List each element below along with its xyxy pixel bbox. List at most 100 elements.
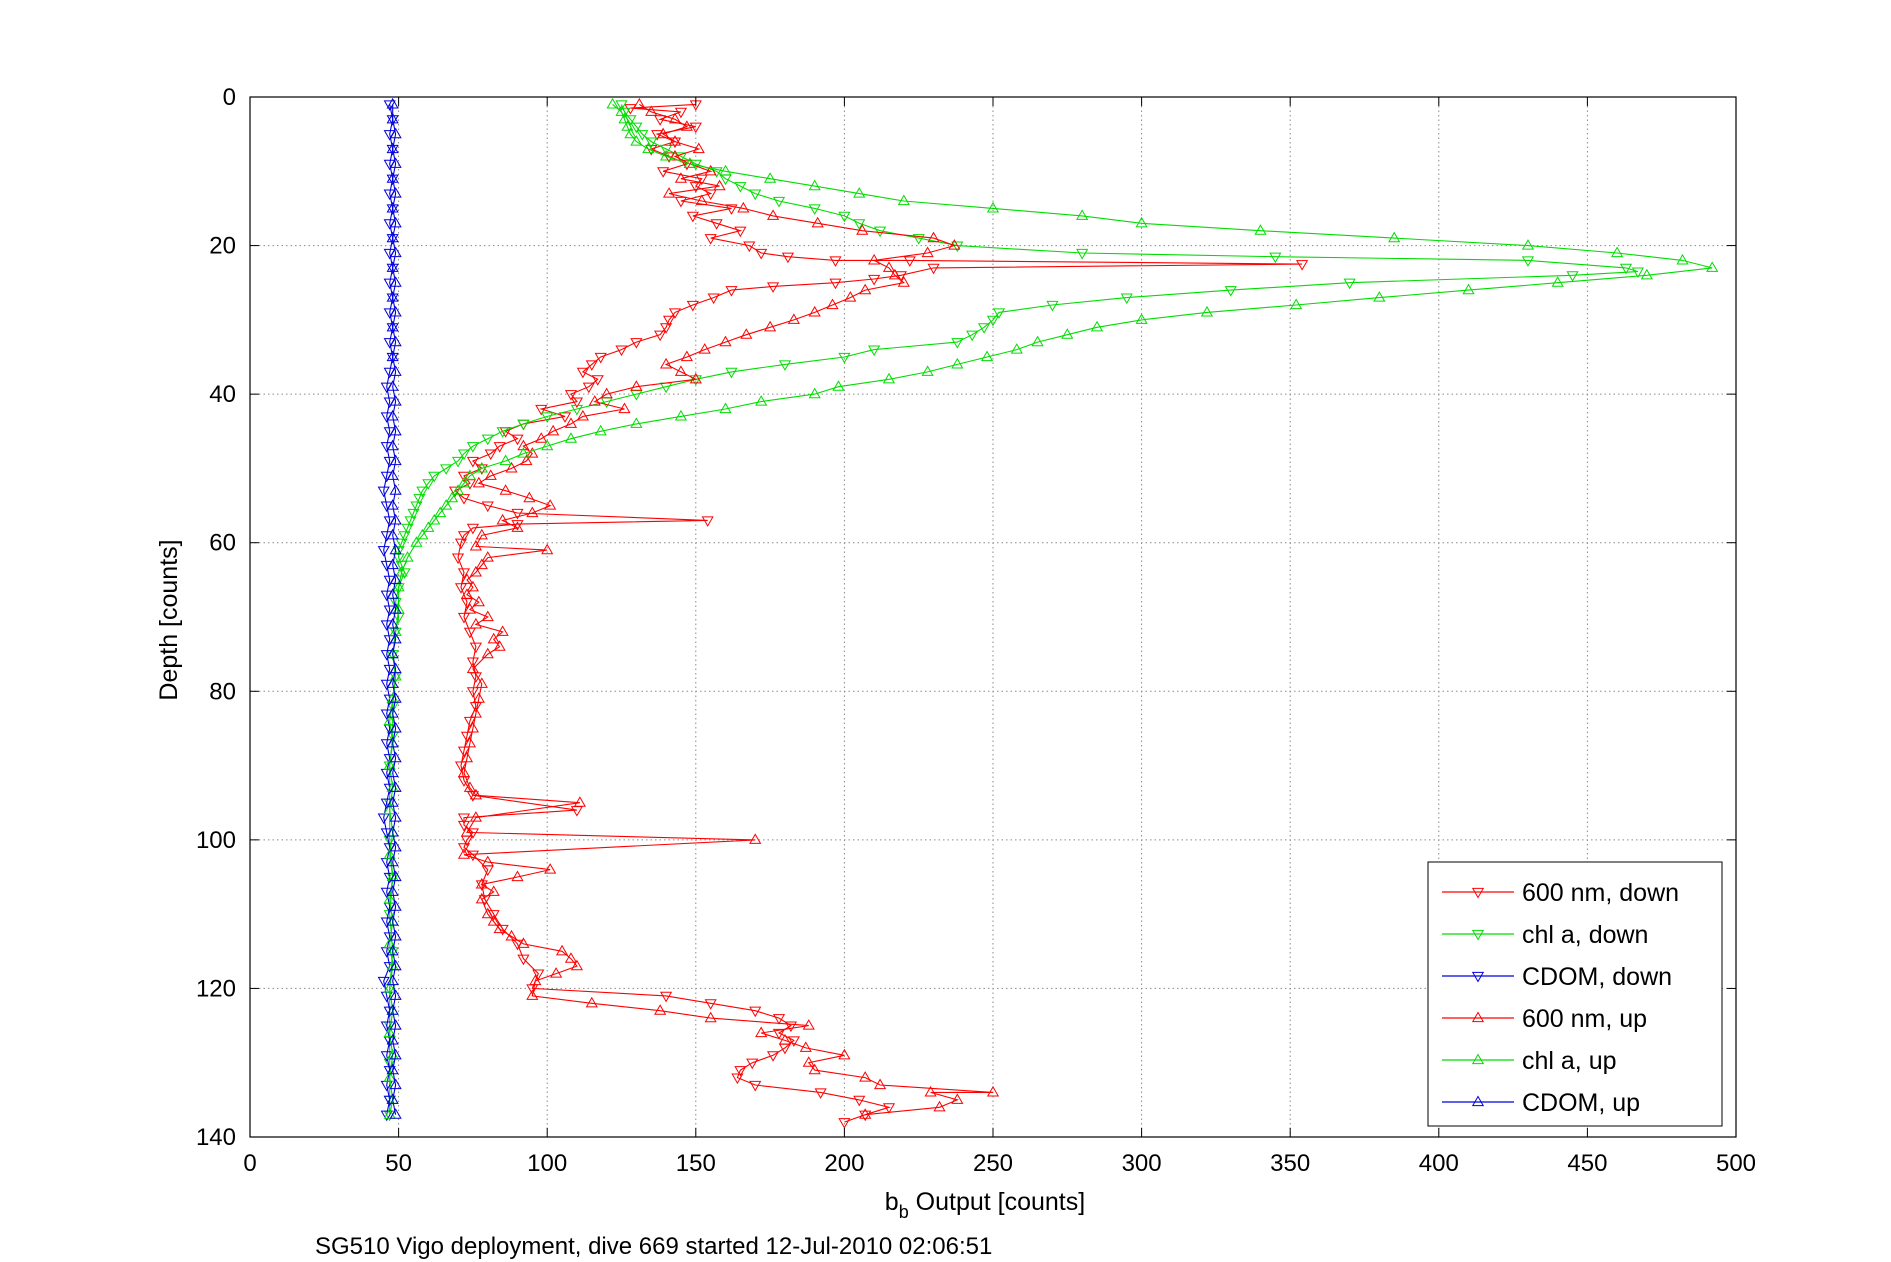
data-point	[386, 855, 399, 867]
data-point	[389, 305, 402, 317]
data-point	[386, 588, 399, 599]
data-point	[778, 360, 792, 371]
data-point	[1120, 293, 1133, 305]
data-point	[882, 1103, 896, 1114]
data-point	[463, 603, 477, 614]
data-point	[707, 293, 720, 305]
data-point	[523, 491, 536, 503]
data-point	[469, 788, 482, 800]
data-point	[386, 499, 399, 510]
data-point	[389, 395, 402, 406]
data-point	[460, 825, 474, 837]
data-point	[389, 157, 402, 168]
data-point	[594, 424, 607, 436]
data-point	[389, 484, 402, 495]
data-point	[481, 434, 494, 446]
legend-label: chl a, down	[1522, 921, 1648, 949]
data-point	[746, 1058, 759, 1070]
data-point	[389, 929, 402, 941]
data-point	[630, 122, 643, 134]
data-point	[734, 182, 747, 193]
x-tick-label: 200	[824, 1150, 864, 1177]
data-point	[755, 1026, 768, 1038]
data-point	[576, 367, 589, 379]
data-point	[389, 543, 402, 555]
data-point	[1373, 291, 1386, 302]
series-line	[383, 104, 394, 1115]
data-point	[811, 216, 824, 228]
data-point	[481, 855, 494, 867]
data-point	[463, 469, 477, 480]
data-point	[784, 1021, 797, 1033]
data-point	[951, 338, 964, 349]
data-point	[434, 506, 447, 518]
data-point	[719, 335, 732, 347]
data-point	[386, 707, 399, 718]
data-point	[588, 395, 601, 406]
data-point	[668, 135, 682, 146]
data-point	[692, 142, 705, 154]
data-point	[704, 189, 717, 201]
series-layer	[377, 97, 1719, 1129]
data-point	[686, 211, 699, 223]
data-point	[986, 315, 1000, 327]
data-point	[689, 372, 702, 384]
data-point	[487, 915, 500, 926]
data-point	[526, 447, 539, 458]
data-point	[413, 494, 426, 505]
data-point	[535, 432, 548, 443]
legend-entry: CDOM, down	[1442, 963, 1672, 991]
data-point	[1521, 239, 1535, 250]
data-point	[564, 417, 578, 428]
data-point	[469, 539, 482, 551]
data-point	[951, 241, 964, 253]
data-point	[1551, 276, 1564, 287]
data-point	[386, 261, 399, 272]
data-point	[882, 372, 896, 384]
x-tick-label: 300	[1122, 1150, 1162, 1177]
data-point	[1224, 286, 1237, 297]
data-point	[487, 632, 500, 644]
x-tick-label: 0	[243, 1150, 256, 1177]
data-point	[383, 1071, 396, 1082]
data-point	[541, 543, 554, 555]
data-point	[389, 1078, 402, 1090]
data-point	[689, 122, 702, 134]
data-point	[481, 610, 494, 622]
data-point	[428, 513, 441, 525]
data-point	[386, 1033, 399, 1045]
data-point	[475, 677, 488, 688]
data-point	[630, 417, 643, 428]
series-line	[392, 104, 397, 1115]
data-point	[517, 937, 530, 948]
data-point	[499, 484, 512, 495]
data-point	[389, 751, 402, 763]
data-point	[868, 274, 881, 286]
data-point	[389, 870, 402, 882]
data-point	[659, 149, 673, 161]
data-point	[472, 595, 485, 607]
data-point	[808, 305, 821, 317]
data-point	[868, 253, 881, 265]
data-point	[799, 1041, 812, 1052]
data-point	[808, 179, 821, 191]
data-point	[457, 476, 471, 488]
data-point	[466, 662, 479, 674]
legend-label: CDOM, down	[1522, 963, 1672, 991]
data-point	[457, 820, 471, 832]
data-point	[555, 944, 569, 956]
data-point	[698, 343, 711, 354]
data-point	[680, 159, 693, 171]
data-point	[440, 499, 453, 510]
y-axis-label: Depth [counts]	[155, 539, 183, 700]
data-point	[859, 283, 872, 295]
data-point	[986, 1085, 1000, 1097]
data-point	[541, 412, 554, 423]
data-point	[389, 365, 402, 376]
data-point	[511, 521, 524, 532]
data-point	[853, 219, 866, 230]
data-point	[547, 424, 560, 436]
data-point	[386, 736, 399, 748]
data-point	[529, 974, 542, 986]
